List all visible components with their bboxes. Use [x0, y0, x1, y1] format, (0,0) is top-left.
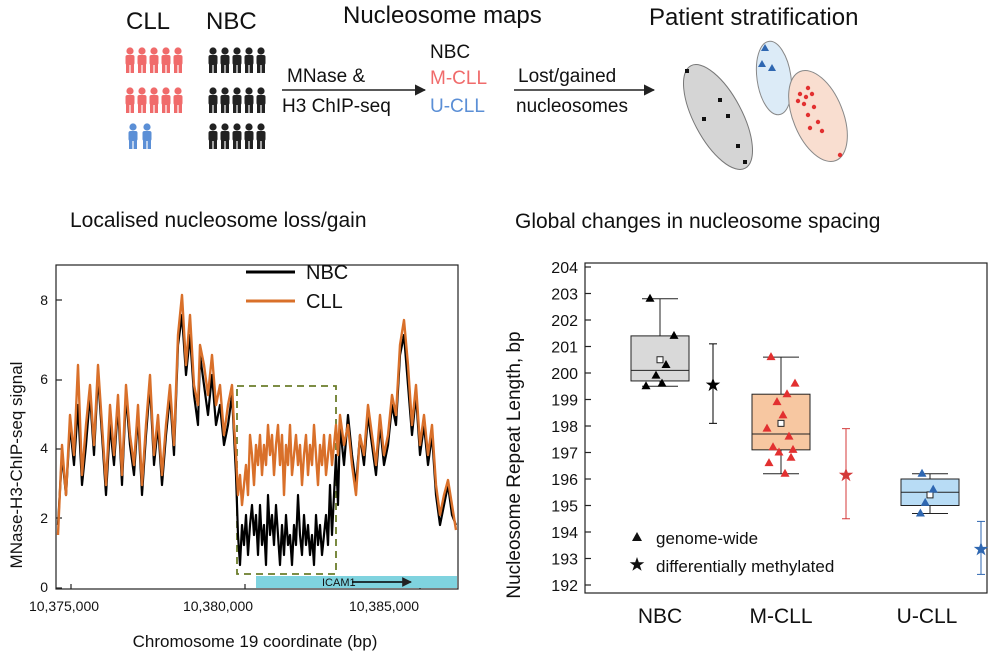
patient-stratification-title: Patient stratification [649, 4, 859, 31]
y-tick-4: 4 [40, 440, 48, 456]
legend-star-icon [629, 557, 645, 571]
category-m-cll: M-CLL [749, 605, 812, 628]
nbc-people-icon [208, 47, 266, 149]
x-tick-3: 10,385,000 [349, 598, 419, 614]
y-tick-label: 197 [551, 446, 578, 463]
y-tick-label: 204 [551, 260, 578, 277]
y-tick-label: 196 [551, 472, 578, 489]
nbc-signal-line [56, 313, 458, 567]
left-x-label: Chromosome 19 coordinate (bp) [133, 632, 378, 651]
data-point [915, 508, 925, 517]
m-cll-people-icon [125, 47, 183, 113]
nrl-boxplot: Global changes in nucleosome spacing Nuc… [504, 210, 989, 628]
y-tick-label: 202 [551, 313, 578, 330]
y-tick-0: 0 [40, 579, 48, 595]
method-line1: MNase & [287, 66, 366, 87]
data-point [920, 497, 930, 506]
y-tick-label: 193 [551, 552, 578, 569]
data-point [651, 370, 661, 379]
legend-triangle-icon [632, 532, 642, 541]
y-tick-label: 199 [551, 393, 578, 410]
data-point [661, 360, 671, 369]
left-y-label: MNase-H3-ChIP-seq signal [7, 362, 26, 569]
data-point [774, 447, 784, 456]
data-point [657, 378, 667, 387]
star-point [838, 467, 854, 482]
data-point [768, 442, 778, 451]
data-point [917, 468, 927, 477]
y-tick-label: 195 [551, 499, 578, 516]
top-schematic [125, 40, 848, 170]
y-tick-2: 2 [40, 510, 48, 526]
data-point [790, 378, 800, 387]
data-point [782, 389, 792, 398]
y-tick-8: 8 [40, 292, 48, 308]
group-u-cll: U-CLL [430, 96, 485, 117]
legend-genome-wide: genome-wide [656, 529, 758, 548]
arrow2-line1: Lost/gained [518, 66, 617, 87]
legend-nbc-label: NBC [306, 262, 348, 284]
mean-marker [777, 419, 785, 427]
stratification-clusters-icon [682, 40, 848, 170]
left-axes-frame [55, 264, 459, 590]
group-nbc: NBC [430, 42, 471, 63]
legend-differentially-methylated: differentially methylated [656, 557, 834, 576]
category-nbc: NBC [638, 605, 682, 628]
y-tick-label: 201 [551, 340, 578, 357]
mean-marker [656, 356, 664, 364]
x-tick-2: 10,380,000 [183, 598, 253, 614]
category-u-cll: U-CLL [897, 605, 958, 628]
y-tick-label: 200 [551, 366, 578, 383]
y-tick-label: 203 [551, 287, 578, 304]
star-point [973, 541, 989, 556]
method-line2: H3 ChIP-seq [282, 96, 391, 117]
left-signal-panel: Localised nucleosome loss/gain MNase-H3-… [7, 209, 459, 651]
x-tick-1: 10,375,000 [29, 598, 99, 614]
right-y-ticks: 192 193 194 195 196 197 198 199 200 201 202 203 204 [551, 260, 591, 595]
data-point [780, 468, 790, 477]
gene-label: ICAM1 [322, 577, 356, 589]
y-tick-label: 192 [551, 578, 578, 595]
star-point [705, 377, 721, 392]
data-point [669, 330, 679, 339]
data-point [645, 293, 655, 302]
cll-signal-line [56, 293, 458, 536]
left-panel-title: Localised nucleosome loss/gain [70, 209, 367, 232]
data-point [641, 381, 651, 390]
right-y-label: Nucleosome Repeat Length, bp [504, 331, 525, 598]
right-panel-title: Global changes in nucleosome spacing [515, 210, 880, 233]
cll-label: CLL [126, 8, 171, 35]
data-point [784, 431, 794, 440]
arrow2-line2: nucleosomes [516, 96, 628, 117]
data-point [788, 444, 798, 453]
y-tick-label: 198 [551, 419, 578, 436]
data-point [786, 452, 796, 461]
data-point [928, 484, 938, 493]
data-point [764, 458, 774, 467]
u-cll-people-icon [128, 123, 152, 149]
nucleosome-maps-title: Nucleosome maps [343, 2, 542, 29]
group-m-cll: M-CLL [430, 68, 488, 89]
data-point [772, 397, 782, 406]
nbc-label: NBC [206, 8, 257, 35]
y-tick-6: 6 [40, 371, 48, 387]
mean-marker [926, 491, 934, 499]
right-axes-frame [584, 262, 988, 594]
data-point [762, 423, 772, 432]
right-boxes [630, 293, 989, 575]
legend-cll-label: CLL [306, 291, 343, 313]
y-tick-label: 194 [551, 525, 578, 542]
data-point [778, 410, 788, 419]
data-point [766, 352, 776, 361]
